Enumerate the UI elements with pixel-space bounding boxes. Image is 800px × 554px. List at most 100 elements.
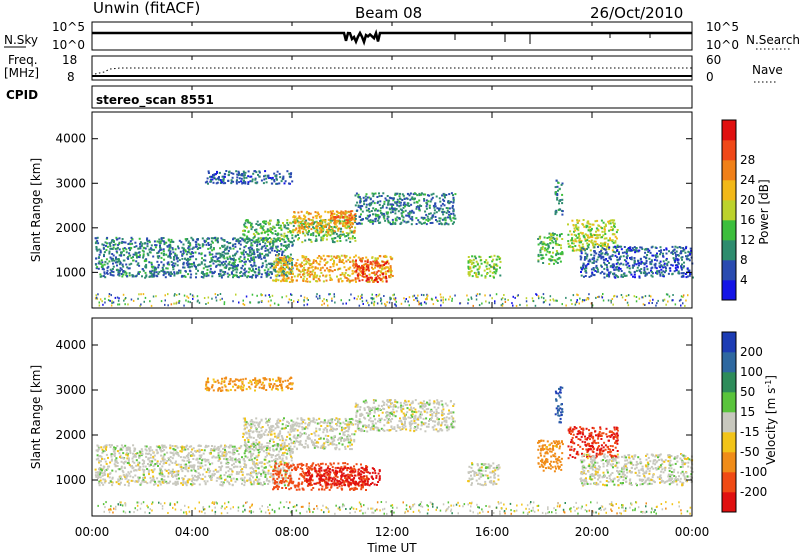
power-echo-cell xyxy=(190,263,193,265)
power-clutter-cell xyxy=(269,295,271,298)
power-echo-cell xyxy=(601,252,604,255)
power-clutter-cell xyxy=(440,304,442,307)
power-clutter-cell xyxy=(526,304,528,307)
power-echo-cell xyxy=(184,270,187,272)
power-clutter-cell xyxy=(340,299,342,302)
velocity-echo-cell xyxy=(284,474,287,477)
power-echo-cell xyxy=(635,247,638,249)
power-echo-cell xyxy=(550,255,553,258)
power-clutter-cell xyxy=(535,293,537,296)
power-echo-cell xyxy=(118,237,121,240)
velocity-echo-cell xyxy=(99,467,102,470)
power-echo-cell xyxy=(674,264,677,267)
power-echo-cell xyxy=(371,272,374,274)
power-echo-cell xyxy=(338,216,341,219)
velocity-echo-cell xyxy=(104,447,107,450)
power-echo-cell xyxy=(208,253,211,256)
power-echo-cell xyxy=(130,257,133,259)
power-clutter-cell xyxy=(512,295,514,298)
power-echo-cell xyxy=(236,179,238,182)
power-echo-cell xyxy=(122,265,125,268)
power-echo-cell xyxy=(379,264,382,267)
power-echo-cell xyxy=(116,251,119,254)
power-echo-cell xyxy=(250,275,253,278)
power-echo-cell xyxy=(612,233,615,236)
power-echo-cell xyxy=(340,210,343,213)
power-echo-cell xyxy=(234,274,237,277)
power-clutter-cell xyxy=(650,295,652,298)
power-echo-cell xyxy=(120,273,123,275)
power-clutter-cell xyxy=(440,296,442,299)
power-clutter-cell xyxy=(394,297,397,300)
power-echo-cell xyxy=(138,237,141,240)
power-clutter-cell xyxy=(475,298,478,301)
power-echo-cell xyxy=(682,249,685,252)
power-echo-cell xyxy=(333,213,336,216)
velocity-echo-cell xyxy=(257,481,259,484)
velocity-echo-cell xyxy=(147,469,150,472)
power-echo-cell xyxy=(659,251,662,254)
power-clutter-cell xyxy=(597,296,599,298)
velocity-echo-cell xyxy=(198,448,201,451)
power-echo-cell xyxy=(271,265,273,267)
power-echo-cell xyxy=(195,241,198,244)
power-echo-cell xyxy=(263,178,266,181)
power-echo-cell xyxy=(567,240,570,243)
power-echo-cell xyxy=(365,203,368,206)
power-echo-cell xyxy=(378,215,381,218)
power-echo-cell xyxy=(214,173,217,176)
power-echo-cell xyxy=(394,192,397,195)
power-echo-cell xyxy=(312,259,315,262)
velocity-echo-cell xyxy=(113,463,116,466)
power-echo-cell xyxy=(602,234,605,237)
power-clutter-cell xyxy=(243,303,246,306)
power-echo-cell xyxy=(341,230,344,233)
power-echo-cell xyxy=(614,235,617,238)
power-echo-cell xyxy=(145,274,148,277)
power-clutter-cell xyxy=(342,302,344,305)
power-echo-cell xyxy=(402,216,405,219)
power-echo-cell xyxy=(271,232,274,234)
power-echo-cell xyxy=(208,251,211,254)
power-echo-cell xyxy=(669,267,672,270)
power-echo-cell xyxy=(484,275,487,278)
velocity-echo-cell xyxy=(278,456,281,459)
power-echo-cell xyxy=(146,242,149,245)
power-echo-cell xyxy=(609,239,612,242)
power-echo-cell xyxy=(294,221,297,224)
power-echo-cell xyxy=(209,271,212,274)
power-echo-cell xyxy=(209,178,212,181)
power-echo-cell xyxy=(326,231,329,234)
power-echo-cell xyxy=(342,262,345,265)
power-echo-cell xyxy=(295,220,297,223)
power-echo-cell xyxy=(443,194,446,197)
power-echo-cell xyxy=(279,239,281,242)
power-echo-cell xyxy=(209,261,212,263)
power-echo-cell xyxy=(592,223,595,226)
power-echo-cell xyxy=(616,268,618,271)
power-echo-cell xyxy=(158,238,161,241)
power-echo-cell xyxy=(169,245,172,248)
power-echo-cell xyxy=(353,237,356,239)
power-echo-cell xyxy=(308,266,311,269)
power-echo-cell xyxy=(648,249,651,252)
power-clutter-cell xyxy=(110,294,112,297)
power-echo-cell xyxy=(303,263,306,266)
power-echo-cell xyxy=(606,253,609,256)
power-echo-cell xyxy=(411,209,414,212)
power-echo-cell xyxy=(629,258,632,260)
power-echo-cell xyxy=(170,238,173,241)
power-echo-cell xyxy=(210,253,213,256)
power-echo-cell xyxy=(641,248,644,250)
power-echo-cell xyxy=(558,202,560,205)
power-clutter-cell xyxy=(328,293,330,296)
power-echo-cell xyxy=(110,241,113,244)
power-echo-cell xyxy=(333,259,335,262)
power-echo-cell xyxy=(284,235,287,237)
power-echo-cell xyxy=(182,243,185,246)
power-echo-cell xyxy=(676,264,679,266)
power-echo-cell xyxy=(646,248,649,251)
velocity-echo-cell xyxy=(200,462,203,465)
power-echo-cell xyxy=(257,256,260,259)
power-echo-cell xyxy=(676,246,679,249)
